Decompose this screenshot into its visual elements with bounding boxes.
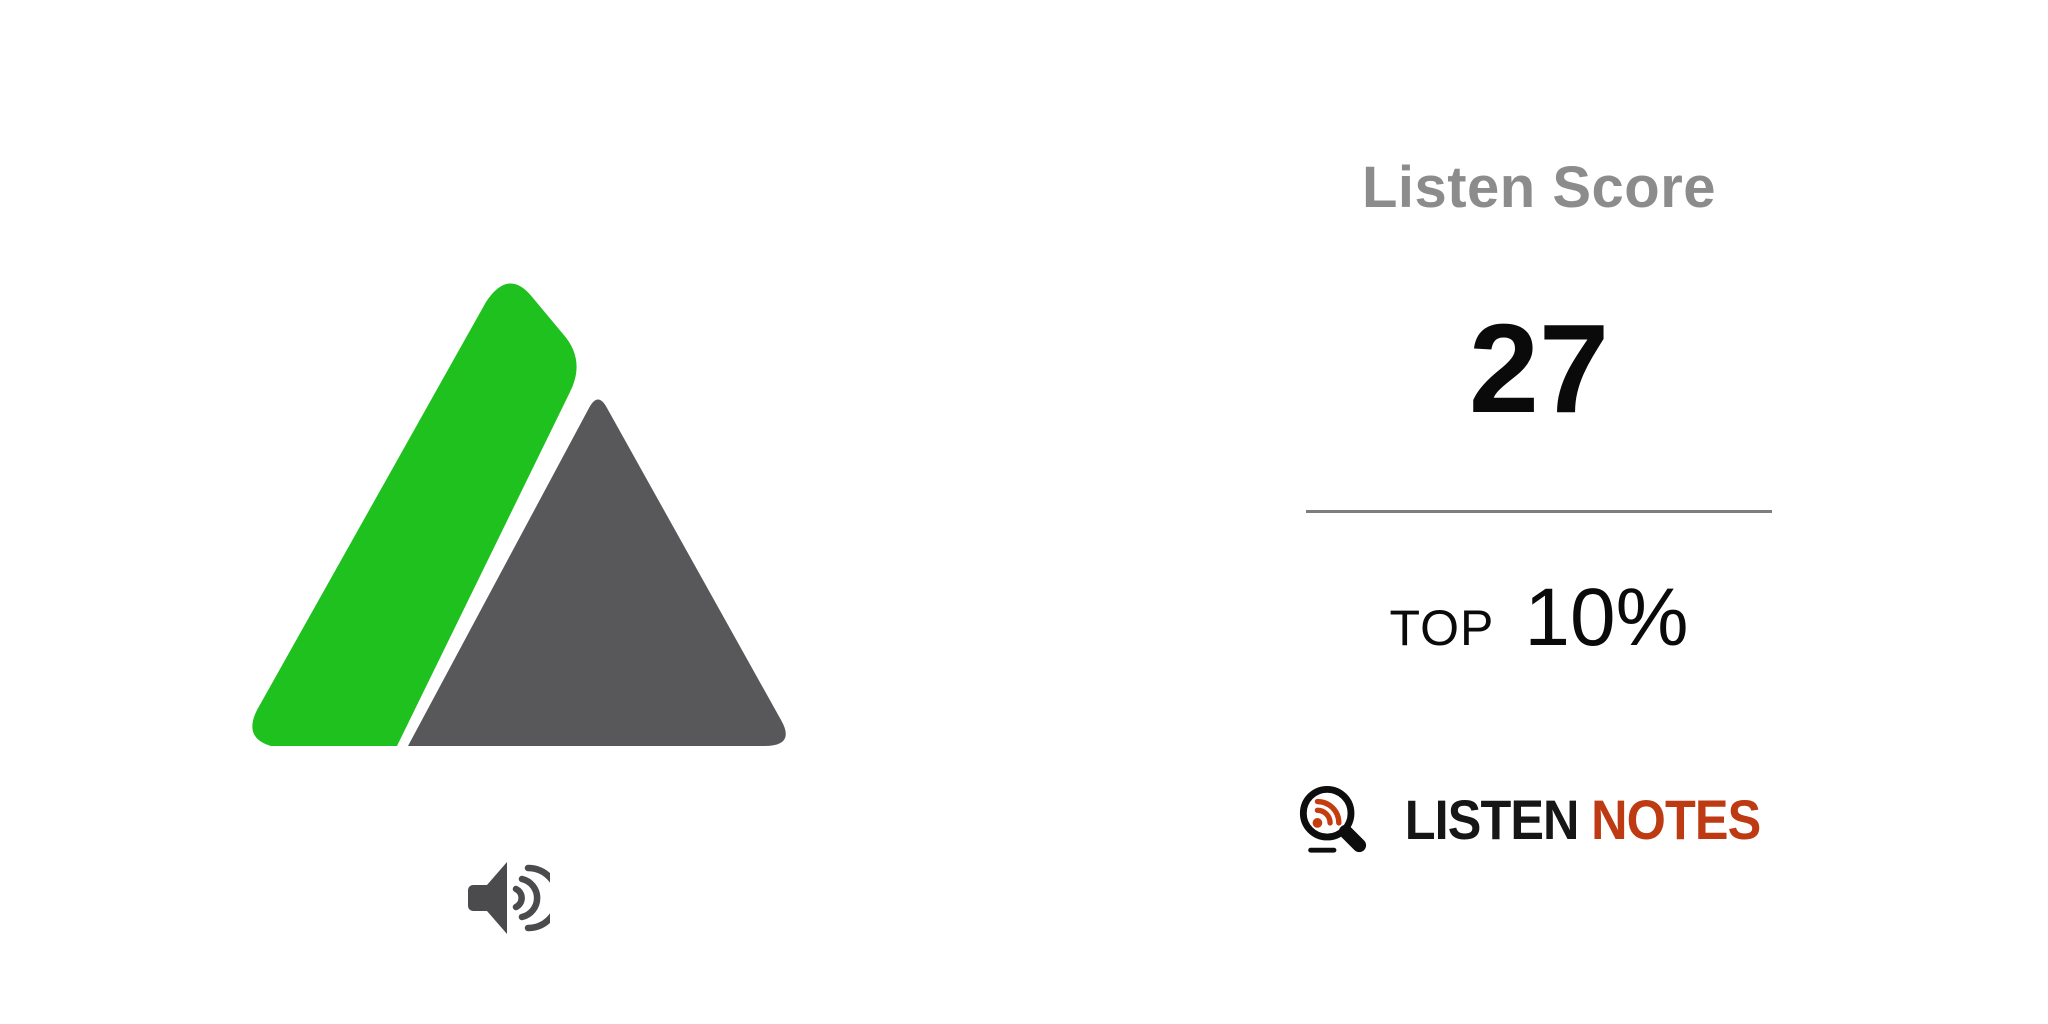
triangle-logo-icon bbox=[252, 283, 786, 746]
listen-score-card: Listen Score 27 TOP 10% LISTEN NOTES bbox=[1300, 0, 1772, 1024]
score-divider bbox=[1306, 510, 1772, 513]
podcast-artwork[interactable] bbox=[240, 270, 800, 940]
magnifier-rss-icon bbox=[1300, 785, 1367, 853]
top-percent-value: 10% bbox=[1524, 572, 1689, 663]
top-percent-label: TOP bbox=[1389, 600, 1495, 656]
top-percent: TOP 10% bbox=[1306, 572, 1772, 663]
speaker-icon bbox=[468, 862, 550, 934]
brand-word-listen: LISTEN bbox=[1405, 788, 1580, 851]
listen-score-label: Listen Score bbox=[1361, 155, 1717, 220]
listen-score-value: 27 bbox=[1468, 298, 1610, 439]
listen-notes-logo[interactable]: LISTEN NOTES bbox=[1300, 780, 1772, 860]
brand-wordmark: LISTEN NOTES bbox=[1405, 792, 1761, 848]
brand-word-notes: NOTES bbox=[1591, 788, 1762, 851]
